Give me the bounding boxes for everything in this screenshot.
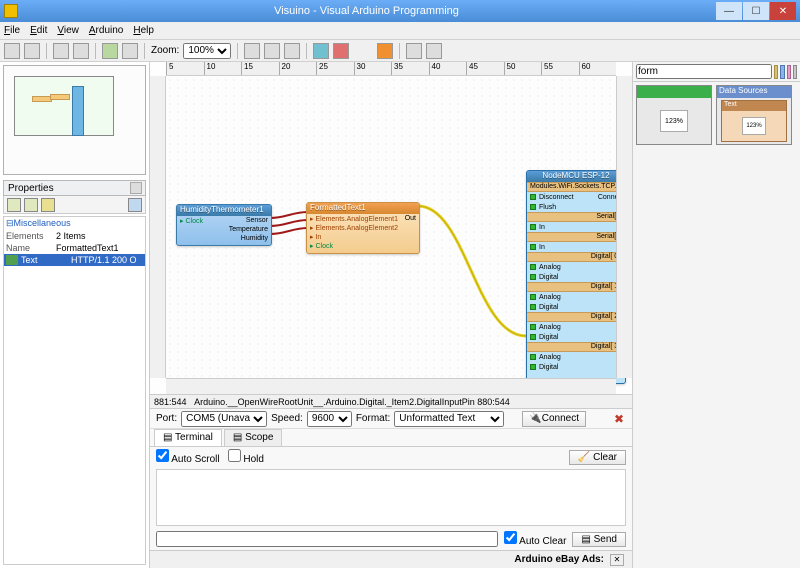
node-nodemcu-title: NodeMCU ESP-12 xyxy=(527,171,625,182)
properties-toolbar xyxy=(3,196,146,214)
design-canvas[interactable]: HumidityThermometer1 ▸ ClockSensor Tempe… xyxy=(166,76,616,378)
delete-icon[interactable] xyxy=(333,43,349,59)
canvas-area[interactable]: 51015 202530 354045 505560 Humid xyxy=(150,62,632,394)
tool-e-icon[interactable] xyxy=(313,43,329,59)
zoomout-icon[interactable] xyxy=(264,43,280,59)
ruler-horizontal: 51015 202530 354045 505560 xyxy=(166,62,616,76)
zoomin-icon[interactable] xyxy=(244,43,260,59)
open-icon[interactable] xyxy=(24,43,40,59)
component-search-input[interactable] xyxy=(636,64,772,79)
component-palette: 123% Data Sources Text 123% xyxy=(633,82,800,148)
search-sort-icon[interactable] xyxy=(787,65,791,79)
panel-close-icon[interactable]: ✖ xyxy=(612,412,626,426)
scrollbar-v[interactable] xyxy=(616,76,632,378)
maximize-button[interactable]: ☐ xyxy=(743,2,769,20)
menu-file[interactable]: File xyxy=(4,25,20,36)
ads-close-icon[interactable]: ✕ xyxy=(610,554,624,566)
port-select[interactable]: COM5 (Unava xyxy=(181,411,267,427)
right-panel: 123% Data Sources Text 123% xyxy=(632,62,800,568)
status-bar: 881:544 Arduino.__OpenWireRootUnit__.Ard… xyxy=(150,394,632,408)
properties-tree[interactable]: ⊟ Miscellaneous Elements2 Items NameForm… xyxy=(3,216,146,565)
ads-label: Arduino eBay Ads: xyxy=(514,554,604,565)
menu-help[interactable]: Help xyxy=(133,25,154,36)
node-formattedtext[interactable]: FormattedText1 ▸ Elements.AnalogElement1… xyxy=(306,202,420,254)
menu-arduino[interactable]: Arduino xyxy=(89,25,123,36)
search-view-icon[interactable] xyxy=(793,65,797,79)
zoom-select[interactable]: 100% xyxy=(183,43,231,59)
tool-h-icon[interactable] xyxy=(426,43,442,59)
window-titlebar: Visuino - Visual Arduino Programming — ☐… xyxy=(0,0,800,22)
ads-bar: Arduino eBay Ads: ✕ xyxy=(150,550,632,568)
tool-d-icon[interactable] xyxy=(122,43,138,59)
serial-panel: Port: COM5 (Unava Speed: 9600 Format: Un… xyxy=(150,408,632,568)
zoomall-icon[interactable] xyxy=(284,43,300,59)
format-select[interactable]: Unformatted Text xyxy=(394,411,504,427)
search-clear-icon[interactable] xyxy=(774,65,778,79)
node-humidity-title: HumidityThermometer1 xyxy=(177,205,271,216)
menu-view[interactable]: View xyxy=(57,25,79,36)
prop-btn-2[interactable] xyxy=(24,198,38,212)
node-nodemcu[interactable]: NodeMCU ESP-12 Modules.WiFi.Sockets.TCP.… xyxy=(526,170,626,384)
send-input[interactable] xyxy=(156,531,498,547)
ruler-vertical xyxy=(150,76,166,378)
new-icon[interactable] xyxy=(4,43,20,59)
port-label: Port: xyxy=(156,413,177,424)
prop-btn-4[interactable] xyxy=(128,198,142,212)
serial-tabs: ▤ Terminal ▤ Scope xyxy=(150,429,632,447)
scrollbar-h[interactable] xyxy=(166,378,616,394)
palette-item-datasources[interactable]: Data Sources Text 123% xyxy=(716,85,792,145)
clear-button[interactable]: 🧹 Clear xyxy=(569,450,626,465)
tool-f-icon[interactable] xyxy=(377,43,393,59)
menu-edit[interactable]: Edit xyxy=(30,25,47,36)
app-icon xyxy=(4,4,18,18)
prop-btn-1[interactable] xyxy=(7,198,21,212)
properties-header: Properties xyxy=(3,180,146,196)
prop-btn-3[interactable] xyxy=(41,198,55,212)
terminal-output xyxy=(156,469,626,526)
search-filter-icon[interactable] xyxy=(780,65,784,79)
tool-b-icon[interactable] xyxy=(73,43,89,59)
autoscroll-checkbox[interactable]: Auto Scroll xyxy=(156,449,220,465)
pin-icon[interactable] xyxy=(130,182,142,194)
connect-button[interactable]: 🔌 Connect xyxy=(522,411,586,427)
zoom-label: Zoom: xyxy=(151,45,179,56)
send-button[interactable]: ▤ Send xyxy=(572,532,626,547)
node-formattedtext-title: FormattedText1 xyxy=(307,203,419,214)
menubar: File Edit View Arduino Help xyxy=(0,22,800,40)
center-panel: 51015 202530 354045 505560 Humid xyxy=(150,62,632,568)
autoclear-checkbox[interactable]: Auto Clear xyxy=(504,531,566,547)
toolbar: Zoom: 100% xyxy=(0,40,800,62)
close-button[interactable]: ✕ xyxy=(770,2,796,20)
minimap[interactable] xyxy=(3,65,146,175)
minimize-button[interactable]: — xyxy=(716,2,742,20)
window-title: Visuino - Visual Arduino Programming xyxy=(18,5,715,17)
tool-a-icon[interactable] xyxy=(53,43,69,59)
speed-select[interactable]: 9600 xyxy=(307,411,352,427)
left-panel: Properties ⊟ Miscellaneous Elements2 Ite… xyxy=(0,62,150,568)
tab-scope[interactable]: ▤ Scope xyxy=(224,429,283,446)
speed-label: Speed: xyxy=(271,413,303,424)
tab-terminal[interactable]: ▤ Terminal xyxy=(154,429,222,446)
tool-c-icon[interactable] xyxy=(102,43,118,59)
format-label: Format: xyxy=(356,413,390,424)
hold-checkbox[interactable]: Hold xyxy=(228,449,264,465)
tool-g-icon[interactable] xyxy=(406,43,422,59)
node-humidity[interactable]: HumidityThermometer1 ▸ ClockSensor Tempe… xyxy=(176,204,272,246)
palette-item-a[interactable]: 123% xyxy=(636,85,712,145)
